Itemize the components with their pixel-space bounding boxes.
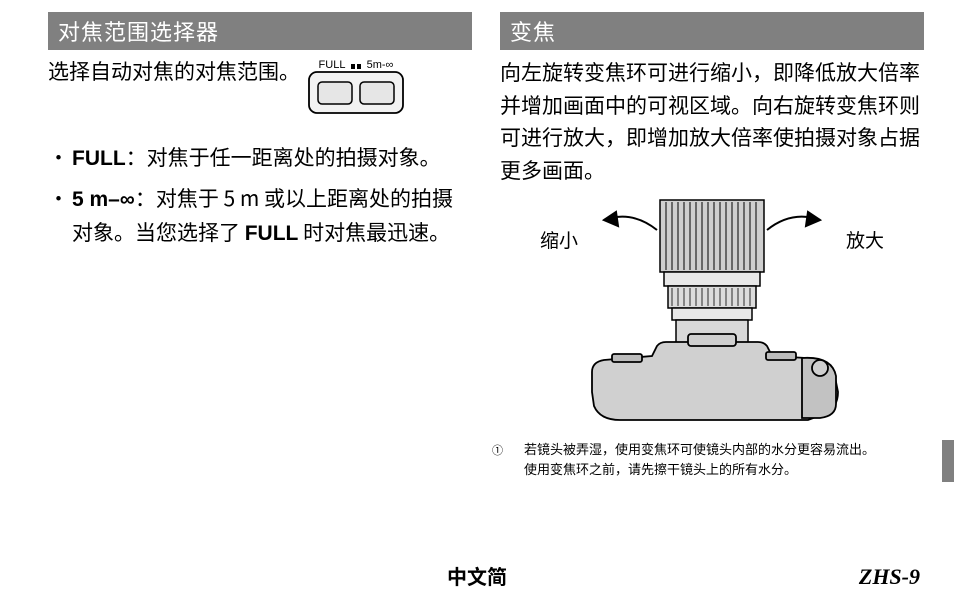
page-footer: 中文简 ZHS-9: [0, 564, 954, 590]
page-side-tab: [942, 440, 954, 482]
bullet-full-label: FULL: [72, 147, 126, 170]
bullet-5m-bold2: FULL: [245, 222, 299, 245]
lens-figure: 缩小 放大: [500, 196, 924, 431]
footnote-number: ①: [508, 442, 524, 459]
zoom-in-label: 放大: [846, 226, 884, 253]
footnote: ①若镜头被弄湿，使用变焦环可使镜头内部的水分更容易流出。 使用变焦环之前，请先擦…: [500, 439, 924, 478]
right-column: 变焦 向左旋转变焦环可进行缩小，即降低放大倍率并增加画面中的可视区域。向右旋转变…: [500, 12, 924, 478]
bullet-full: •FULL：对焦于任一距离处的拍摄对象。: [48, 141, 472, 176]
switch-full-label: FULL: [319, 59, 346, 71]
camera-body-icon: [592, 334, 838, 420]
bullet-5m-label: 5 m–∞: [72, 188, 135, 211]
footer-page-number: ZHS-9: [859, 564, 920, 590]
left-column: 对焦范围选择器 选择自动对焦的对焦范围。 FULL 5m-∞ •FULL：对焦于…: [48, 12, 472, 478]
zoom-out-label: 缩小: [540, 226, 578, 253]
intro-row: 选择自动对焦的对焦范围。 FULL 5m-∞: [48, 56, 472, 119]
footnote-line2: 使用变焦环之前，请先擦干镜头上的所有水分。: [524, 459, 797, 478]
bullet-list: •FULL：对焦于任一距离处的拍摄对象。 •5 m–∞：对焦于 5 m 或以上距…: [48, 141, 472, 251]
left-section-header: 对焦范围选择器: [48, 12, 472, 50]
footnote-line1: 若镜头被弄湿，使用变焦环可使镜头内部的水分更容易流出。: [524, 439, 875, 458]
footer-lang-label: 中文简: [447, 561, 507, 590]
intro-text: 选择自动对焦的对焦范围。: [48, 56, 300, 88]
right-section-header: 变焦: [500, 12, 924, 50]
bullet-full-text: ：对焦于任一距离处的拍摄对象。: [126, 142, 441, 172]
switch-5m-label: 5m-∞: [367, 59, 394, 71]
bullet-5m: •5 m–∞：对焦于 5 m 或以上距离处的拍摄对象。当您选择了 FULL 时对…: [48, 182, 472, 251]
bullet-5m-text-b: 时对焦最迅速。: [298, 217, 450, 247]
focus-switch-diagram: FULL 5m-∞: [308, 58, 404, 119]
zoom-body-text: 向左旋转变焦环可进行缩小，即降低放大倍率并增加画面中的可视区域。向右旋转变焦环则…: [500, 56, 924, 186]
